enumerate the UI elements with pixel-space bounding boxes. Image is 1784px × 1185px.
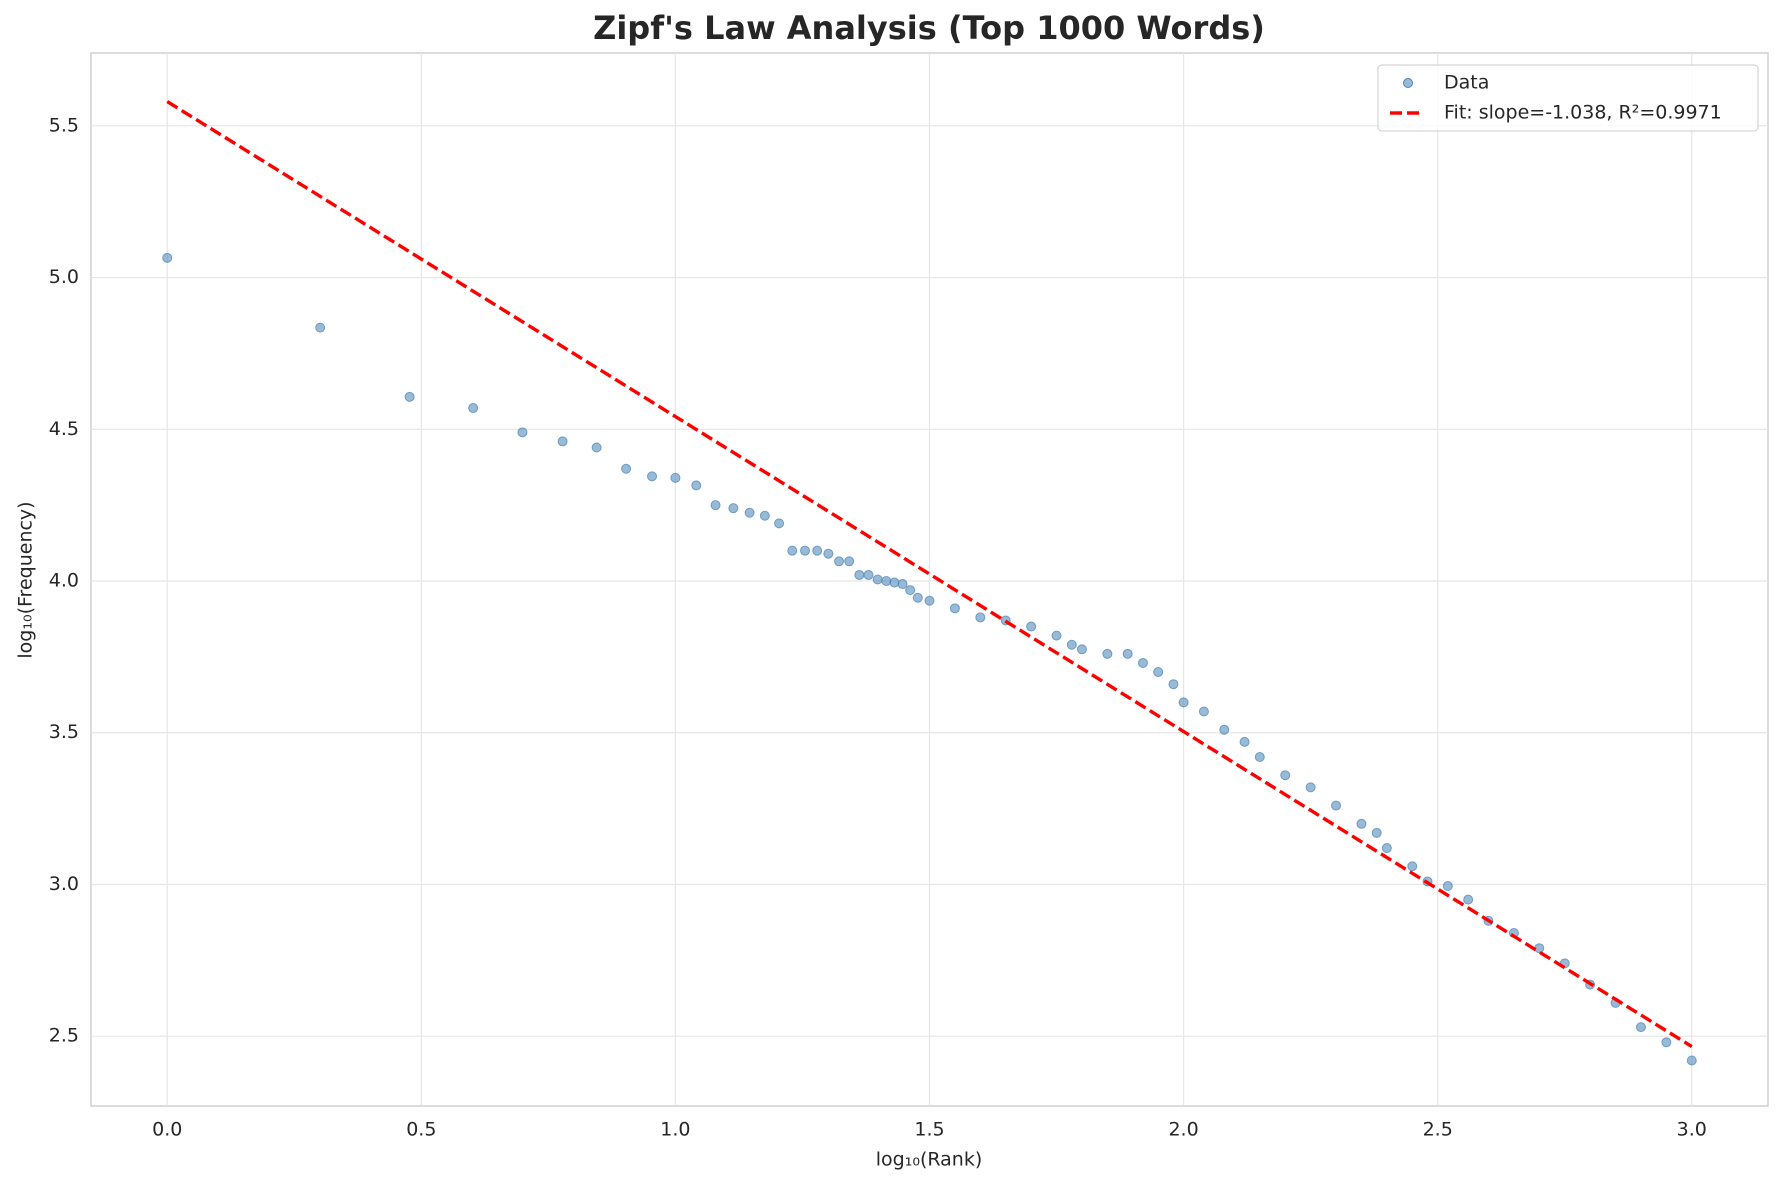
data-point: [1102, 648, 1113, 659]
data-point: [710, 500, 721, 511]
data-point: [949, 603, 960, 614]
data-point: [1219, 724, 1230, 735]
data-point: [1305, 782, 1316, 793]
data-point: [881, 576, 892, 587]
data-point: [1381, 843, 1392, 854]
data-point: [728, 503, 739, 514]
data-point: [863, 569, 874, 580]
data-point: [823, 548, 834, 559]
data-point: [1026, 621, 1037, 632]
x-tick-label: 1.0: [660, 1119, 690, 1141]
x-tick-label: 2.5: [1423, 1119, 1453, 1141]
legend-label: Data: [1444, 72, 1489, 94]
x-axis-label: log₁₀(Rank): [876, 1149, 983, 1171]
legend-label: Fit: slope=-1.038, R²=0.9971: [1444, 102, 1722, 124]
data-point: [647, 471, 658, 482]
data-point: [975, 612, 986, 623]
chart-title: Zipf's Law Analysis (Top 1000 Words): [593, 9, 1265, 47]
y-tick-label: 3.5: [49, 721, 79, 743]
data-point: [844, 556, 855, 567]
data-point: [1407, 861, 1418, 872]
data-point: [889, 577, 900, 588]
data-point: [1331, 800, 1342, 811]
data-point: [1635, 1022, 1646, 1033]
data-point: [759, 510, 770, 521]
data-point: [1442, 880, 1453, 891]
data-point: [1686, 1055, 1697, 1066]
data-point: [1463, 894, 1474, 905]
data-point: [557, 436, 568, 447]
data-point: [774, 518, 785, 529]
y-tick-label: 4.0: [49, 570, 79, 592]
data-point: [1371, 827, 1382, 838]
y-tick-label: 4.5: [49, 418, 79, 440]
data-point: [787, 545, 798, 556]
data-point: [670, 472, 681, 483]
data-point: [1178, 697, 1189, 708]
data-point: [1122, 648, 1133, 659]
data-point: [744, 507, 755, 518]
data-point: [1356, 818, 1367, 829]
data-point: [912, 592, 923, 603]
data-point: [854, 569, 865, 580]
data-point: [905, 585, 916, 596]
y-tick-label: 5.5: [49, 114, 79, 136]
fit-line: [166, 100, 1693, 1048]
data-point: [897, 579, 908, 590]
data-point: [691, 480, 702, 491]
data-point: [1066, 639, 1077, 650]
legend: Data Fit: slope=-1.038, R²=0.9971: [1377, 64, 1759, 132]
data-point: [1137, 657, 1148, 668]
data-point: [591, 442, 602, 453]
data-point: [1076, 644, 1087, 655]
data-point: [404, 391, 415, 402]
data-point: [1051, 630, 1062, 641]
data-point: [1239, 736, 1250, 747]
data-point: [315, 322, 326, 333]
data-point: [1198, 706, 1209, 717]
data-point: [468, 403, 479, 414]
data-point: [872, 574, 883, 585]
x-tick-label: 0.5: [406, 1119, 436, 1141]
data-point: [1168, 679, 1179, 690]
y-tick-label: 2.5: [49, 1025, 79, 1047]
legend-box: [1377, 64, 1759, 132]
data-point: [924, 595, 935, 606]
x-tick-label: 3.0: [1677, 1119, 1707, 1141]
legend-marker: [1403, 78, 1413, 88]
data-point: [1153, 667, 1164, 678]
x-tick-label: 2.0: [1168, 1119, 1198, 1141]
data-point: [812, 545, 823, 556]
data-point: [1254, 752, 1265, 763]
data-point: [621, 463, 632, 474]
y-tick-label: 3.0: [49, 873, 79, 895]
x-tick-label: 1.5: [914, 1119, 944, 1141]
data-point: [799, 545, 810, 556]
data-point: [1661, 1037, 1672, 1048]
data-point: [517, 427, 528, 438]
y-tick-label: 5.0: [49, 266, 79, 288]
data-point: [834, 556, 845, 567]
y-axis-label: log₁₀(Frequency): [15, 501, 37, 658]
x-tick-label: 0.0: [152, 1119, 182, 1141]
data-point: [1280, 770, 1291, 781]
data-point: [162, 252, 173, 263]
